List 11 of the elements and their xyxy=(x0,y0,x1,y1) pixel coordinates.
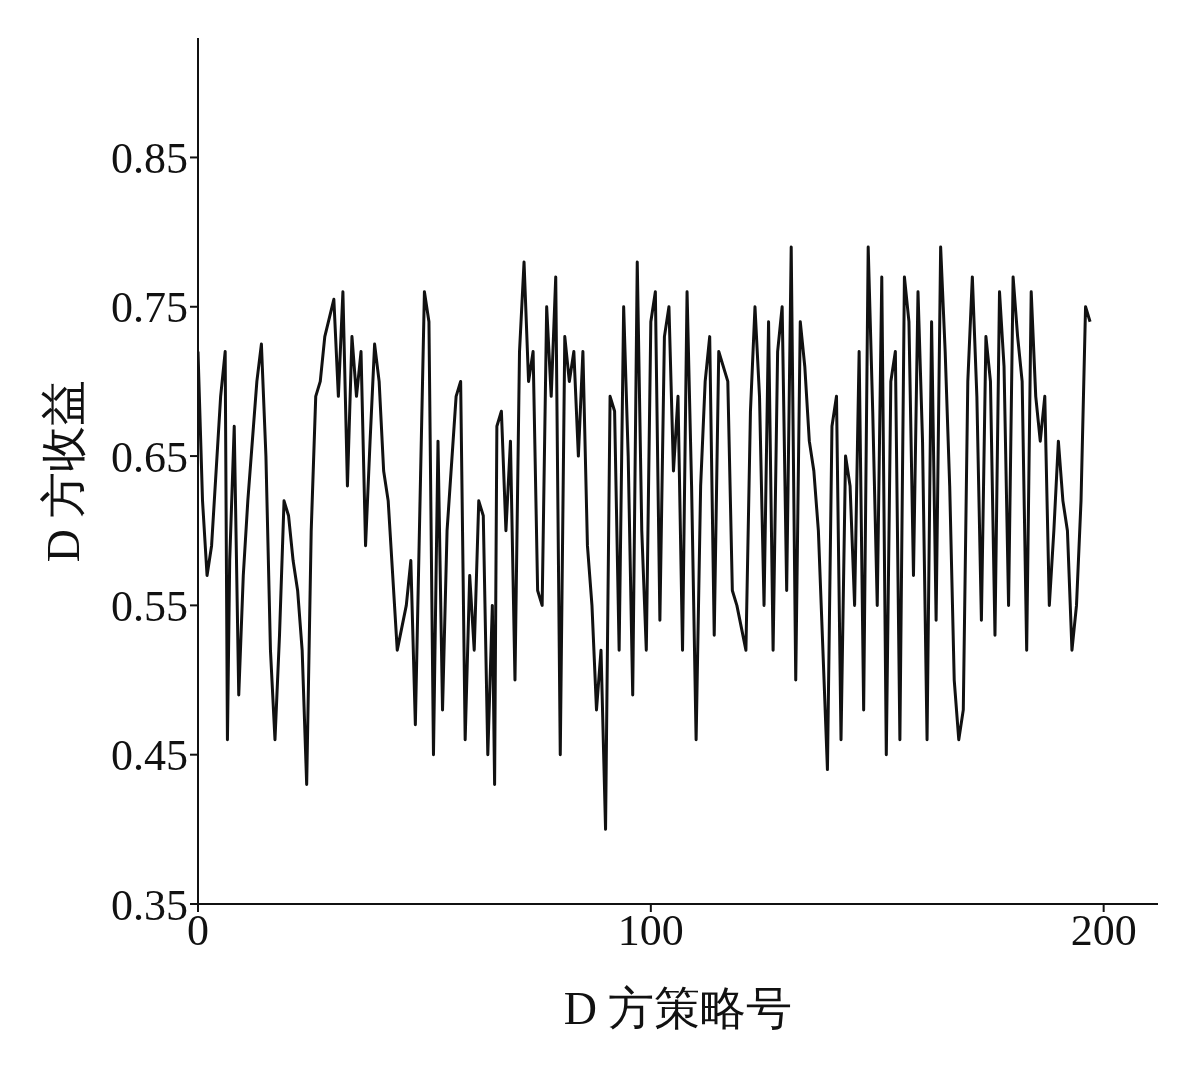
y-tick-label: 0.35 xyxy=(111,880,188,930)
y-tick-label: 0.85 xyxy=(111,134,188,184)
x-axis-title: D 方策略号 xyxy=(563,983,793,1034)
x-tick-label: 200 xyxy=(1070,906,1137,956)
y-tick-label: 0.55 xyxy=(111,582,188,631)
y-tick-label: 0.75 xyxy=(111,283,188,333)
y-axis-title: D 方收益 xyxy=(38,379,90,563)
y-tick-label: 0.65 xyxy=(111,432,188,482)
y-tick-label: 0.45 xyxy=(111,731,188,781)
x-tick-label: 100 xyxy=(617,906,684,956)
x-tick-label: 0 xyxy=(187,906,209,956)
